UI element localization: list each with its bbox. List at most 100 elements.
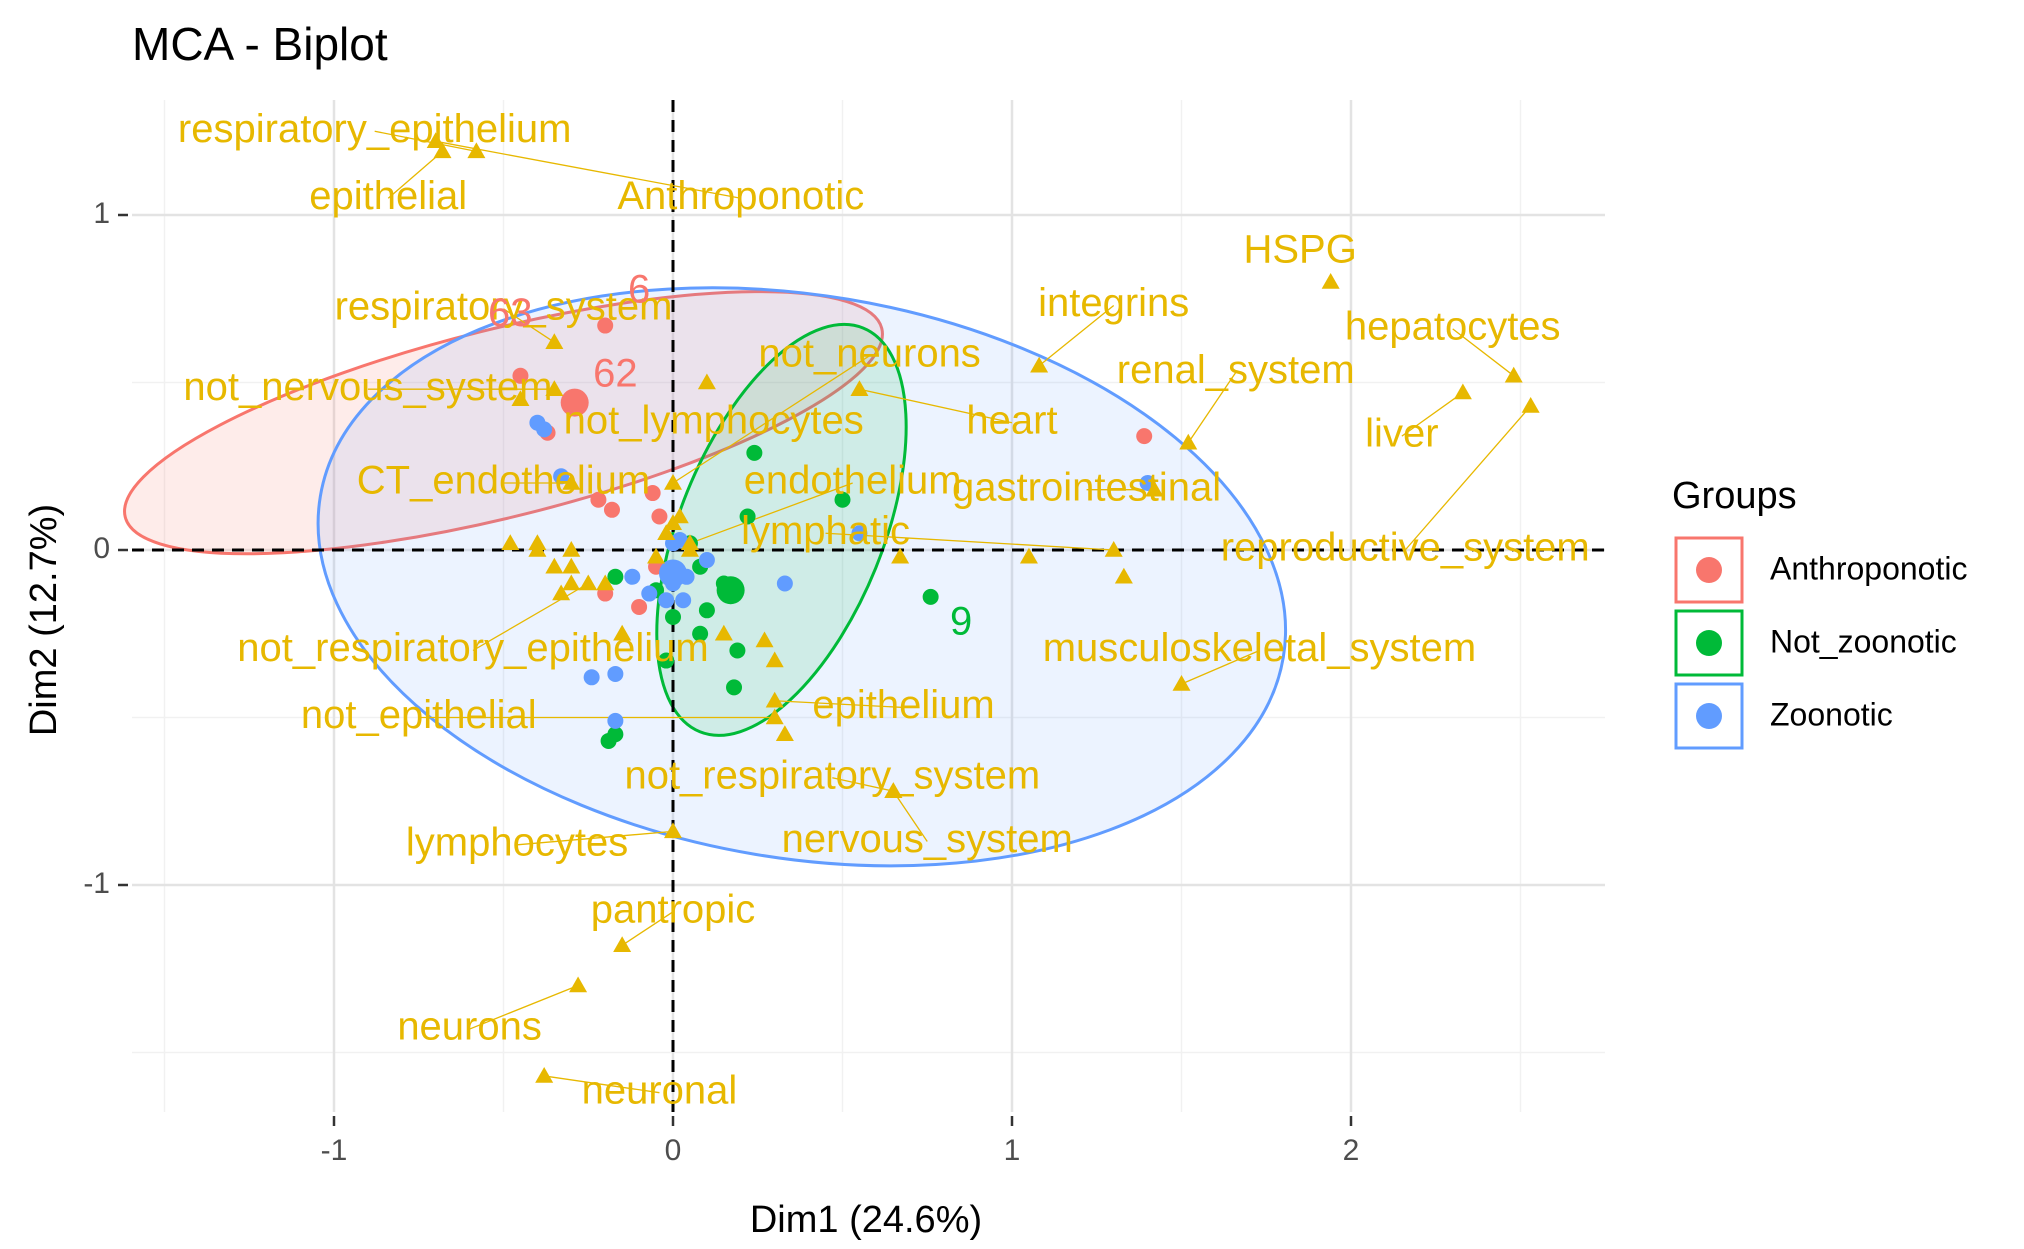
ellipse-anthroponotic bbox=[123, 290, 884, 556]
variable-point bbox=[552, 584, 571, 601]
point-anthroponotic bbox=[512, 367, 529, 384]
variable-label-not_respiratory_epithelium: not_respiratory_epithelium bbox=[237, 626, 708, 670]
point-not_zoonotic bbox=[726, 679, 743, 696]
variable-label-epithelial: epithelial bbox=[309, 174, 467, 218]
variable-label-lymphatic: lymphatic bbox=[741, 509, 910, 553]
point-zoonotic bbox=[624, 568, 641, 585]
legend-label-zoonotic: Zoonotic bbox=[1770, 696, 1893, 732]
variable-label-not_respiratory_system: not_respiratory_system bbox=[624, 753, 1040, 797]
variable-point-epithelial bbox=[433, 142, 452, 159]
variable-label-liver: liver bbox=[1365, 412, 1438, 456]
connector-pantropic bbox=[621, 911, 674, 946]
variable-point-HSPG bbox=[1321, 273, 1340, 289]
connector-lymphocytes bbox=[517, 830, 674, 846]
point-not_zoonotic bbox=[746, 444, 763, 461]
individual-label-62: 62 bbox=[593, 351, 638, 395]
variable-point bbox=[647, 547, 666, 564]
point-anthroponotic bbox=[597, 317, 614, 334]
variable-point bbox=[891, 547, 910, 564]
legend-marker-not_zoonotic bbox=[1696, 630, 1722, 656]
connector-integrins bbox=[1038, 304, 1115, 367]
connector-epithelium bbox=[774, 700, 904, 709]
variable-label-not_epithelial: not_epithelial bbox=[301, 693, 537, 737]
y-tick-label: 0 bbox=[93, 532, 110, 565]
variable-point-heart bbox=[850, 380, 869, 396]
variable-label-HSPG: HSPG bbox=[1243, 227, 1356, 271]
connector-endothelium bbox=[689, 482, 853, 544]
variable-point-hepatocytes bbox=[1504, 366, 1523, 383]
variable-label-not_nervous_system: not_nervous_system bbox=[183, 365, 552, 409]
point-zoonotic bbox=[658, 592, 675, 609]
point-zoonotic bbox=[583, 669, 600, 686]
variable-label-pantropic: pantropic bbox=[591, 887, 756, 931]
variable-points bbox=[426, 132, 1540, 1083]
x-tick-label: 1 bbox=[1004, 1134, 1021, 1167]
centroid-anthroponotic bbox=[560, 388, 589, 417]
variable-point bbox=[670, 507, 689, 524]
individual-label-63: 63 bbox=[488, 291, 533, 335]
variable-point bbox=[528, 541, 547, 557]
point-not_zoonotic bbox=[692, 625, 709, 642]
y-tick-label: 1 bbox=[93, 197, 110, 230]
legend-title: Groups bbox=[1672, 475, 1797, 517]
variable-point bbox=[501, 534, 520, 551]
centroid-not_zoonotic bbox=[716, 576, 745, 605]
variable-label-musculoskeletal_system: musculoskeletal_system bbox=[1043, 626, 1477, 670]
variable-point bbox=[1114, 567, 1133, 584]
connector-lymphatic bbox=[825, 532, 1114, 551]
legend-label-not_zoonotic: Not_zoonotic bbox=[1770, 623, 1957, 659]
variable-point-integrins bbox=[1030, 356, 1049, 373]
connector-liver bbox=[1401, 392, 1464, 437]
variable-point-neurons bbox=[569, 976, 588, 993]
point-labels: respiratory_epithelium epithelial Anthropo… bbox=[178, 107, 1590, 1112]
variable-point-musculoskeletal_system bbox=[1172, 675, 1191, 691]
variable-point-not_nervous_system bbox=[545, 380, 564, 396]
connector-renal_system bbox=[1187, 372, 1237, 444]
connector-neuronal bbox=[544, 1075, 660, 1094]
variable-point bbox=[562, 541, 581, 557]
point-anthroponotic bbox=[1136, 428, 1153, 445]
legend-marker-zoonotic bbox=[1696, 703, 1722, 729]
variable-label-endothelium: endothelium bbox=[744, 459, 962, 503]
variable-point bbox=[755, 631, 774, 648]
variable-label-lymphocytes: lymphocytes bbox=[406, 820, 628, 864]
point-zoonotic bbox=[641, 585, 658, 602]
variable-point bbox=[714, 624, 733, 641]
label-connectors bbox=[367, 130, 1532, 1094]
y-tick-label: -1 bbox=[83, 867, 110, 900]
variable-point-liver bbox=[1453, 383, 1472, 400]
chart-title: MCA - Biplot bbox=[132, 18, 388, 70]
point-not_zoonotic bbox=[600, 732, 617, 749]
variable-point bbox=[775, 725, 794, 741]
connector-hepatocytes bbox=[1452, 328, 1515, 377]
variable-point-not_neurons bbox=[664, 474, 682, 490]
variable-point bbox=[511, 390, 530, 406]
centroid-zoonotic bbox=[659, 559, 687, 588]
connector-reproductive_system bbox=[1404, 405, 1532, 551]
variable-point-nervous_system bbox=[884, 782, 903, 798]
variable-point bbox=[562, 557, 581, 574]
variable-point bbox=[545, 557, 564, 574]
variable-point bbox=[596, 574, 615, 591]
point-anthroponotic bbox=[631, 598, 648, 615]
variable-point-epithelium bbox=[765, 691, 784, 708]
connector-nervous_system bbox=[892, 790, 928, 842]
variable-label-not_neurons: not_neurons bbox=[758, 331, 980, 375]
variable-label-not_lymphocytes: not_lymphocytes bbox=[564, 398, 864, 442]
variable-point-not_epithelial bbox=[765, 708, 784, 725]
variable-label-heart: heart bbox=[966, 398, 1057, 442]
point-zoonotic bbox=[607, 712, 624, 729]
point-anthroponotic bbox=[603, 501, 620, 518]
point-not_zoonotic bbox=[607, 568, 624, 585]
variable-label-reproductive_system: reproductive_system bbox=[1221, 526, 1590, 570]
legend: Groups Anthroponotic Not_zoonotic Zoonotic bbox=[1672, 475, 1967, 750]
variable-label-neurons: neurons bbox=[397, 1005, 542, 1049]
x-tick-label: 2 bbox=[1343, 1134, 1360, 1167]
variable-point-CT_endothelium bbox=[562, 474, 581, 490]
variable-point bbox=[657, 524, 676, 540]
variable-label-Anthroponotic: Anthroponotic bbox=[617, 174, 864, 218]
variable-point-gastrointestinal bbox=[1145, 480, 1164, 497]
connector-not_respiratory_system bbox=[832, 777, 894, 792]
point-anthroponotic bbox=[590, 491, 607, 508]
legend-label-anthroponotic: Anthroponotic bbox=[1770, 550, 1967, 586]
